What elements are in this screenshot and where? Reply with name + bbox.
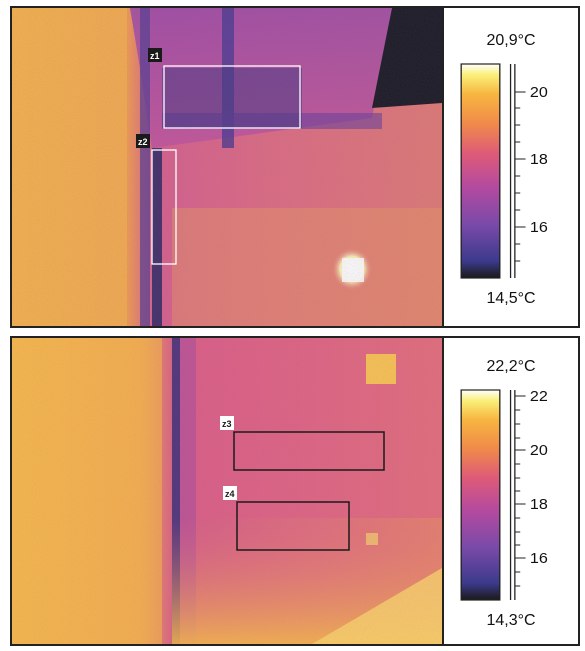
thermal-panel-top: z1 z2 20,9°C	[10, 6, 580, 328]
tick-label-22: 22	[530, 388, 548, 404]
tick-label-20: 20	[530, 84, 548, 100]
color-bar-top	[460, 63, 501, 279]
temperature-scale-bottom: 22,2°C	[442, 338, 578, 644]
tick-label-16: 16	[530, 219, 548, 235]
zone-z2-tag: z2	[138, 137, 148, 147]
tick-label-18b: 18	[530, 496, 548, 512]
zone-z2-box: z2	[136, 134, 177, 265]
zone-z4-box: z4	[223, 486, 350, 551]
min-temp-label-top: 14,5°C	[486, 290, 536, 307]
min-temp-label-bottom: 14,3°C	[486, 612, 536, 629]
color-bar-bottom	[460, 389, 501, 601]
color-scale-top: 20 18 16	[460, 63, 548, 279]
zone-z1-tag: z1	[150, 51, 160, 61]
zone-z4-tag: z4	[225, 489, 235, 499]
thermal-image-top: z1 z2	[12, 8, 442, 326]
thermal-panel-bottom: z3 z4 22,2°C	[10, 336, 580, 646]
zone-z3-tag: z3	[222, 419, 232, 429]
tick-label-16b: 16	[530, 550, 548, 566]
tick-label-18: 18	[530, 151, 548, 167]
max-temp-label-top: 20,9°C	[486, 32, 536, 49]
thermal-image-bottom: z3 z4	[12, 338, 442, 644]
tick-label-20b: 20	[530, 442, 548, 458]
color-scale-bottom: 22 20 18 16	[460, 388, 548, 601]
zone-z3-box: z3	[220, 416, 385, 471]
temperature-scale-top: 20,9°C	[442, 8, 578, 326]
max-temp-label-bottom: 22,2°C	[486, 358, 536, 375]
zone-z1-box: z1	[148, 48, 301, 129]
